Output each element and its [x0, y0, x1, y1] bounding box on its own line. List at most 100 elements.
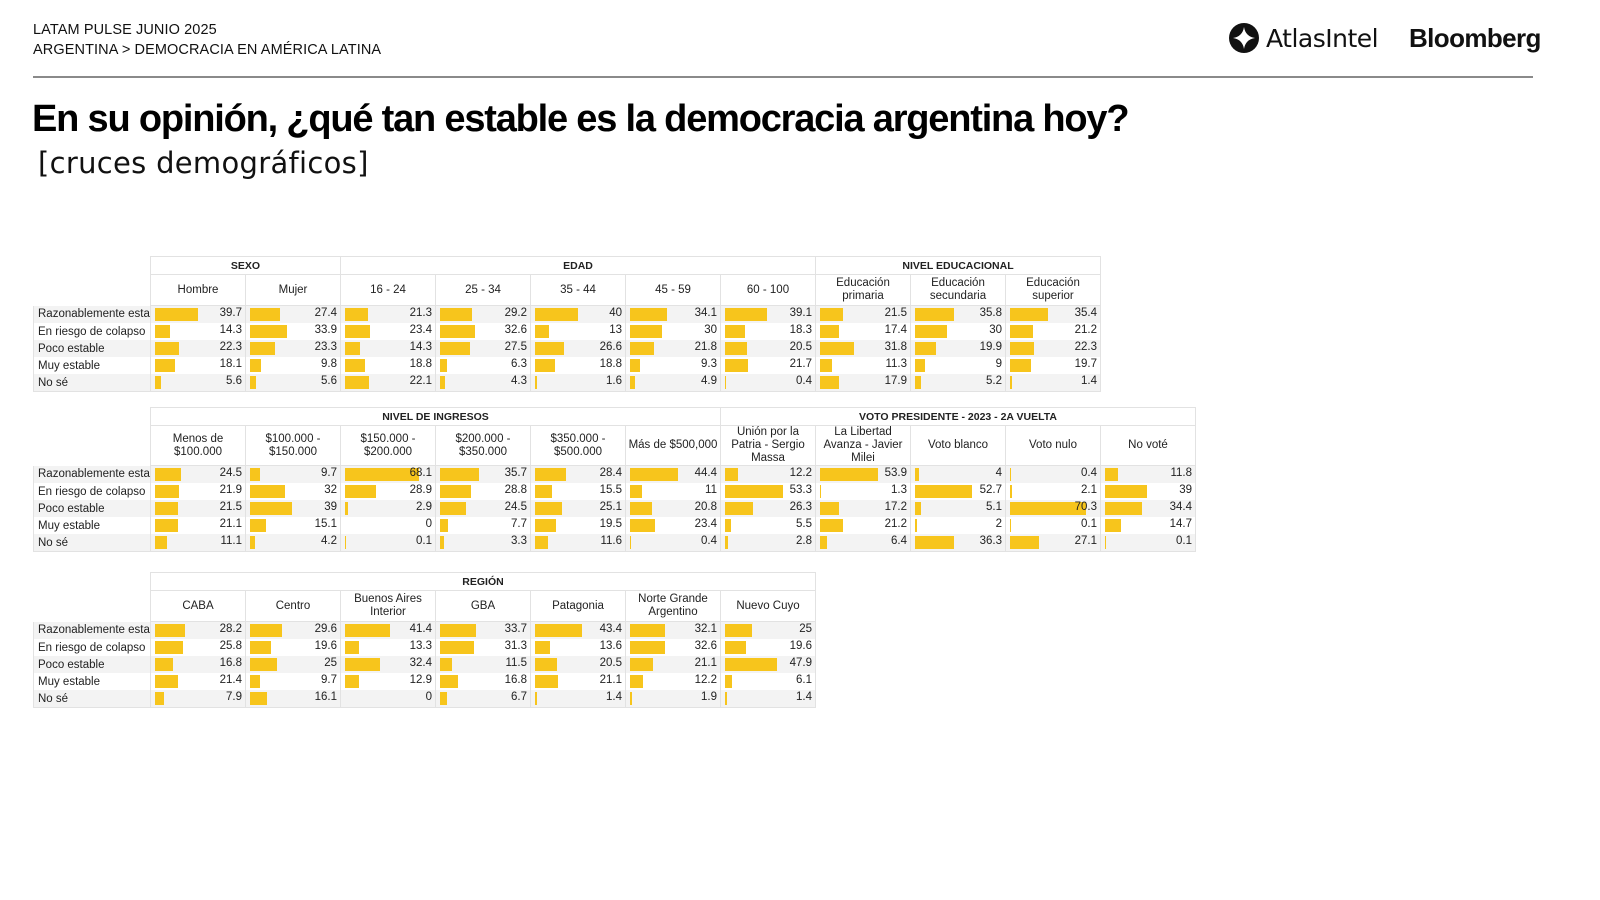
data-cell: 25.8	[150, 639, 246, 656]
value-label: 16.8	[504, 674, 527, 686]
data-cell: 19.6	[720, 639, 816, 656]
column-header: La Libertad Avanza - Javier Milei	[815, 425, 911, 466]
data-cell: 2.8	[720, 534, 816, 552]
crosstab-ingresos-voto: NIVEL DE INGRESOS VOTO PRESIDENTE - 2023 …	[33, 407, 1196, 552]
table-row: Poco estable 16.8 25 32.4 11.5 20.5 21.1 47.9	[33, 656, 816, 673]
value-bar	[345, 325, 371, 338]
data-cell: 4.2	[245, 534, 341, 552]
value-label: 41.4	[409, 623, 432, 635]
data-cell: 35.7	[435, 465, 531, 483]
value-label: 21.2	[884, 518, 907, 530]
value-bar	[725, 641, 747, 654]
value-label: 31.3	[504, 640, 527, 652]
data-cell: 41.4	[340, 621, 436, 639]
value-bar	[440, 519, 449, 532]
corner-empty	[34, 275, 151, 306]
column-header: Hombre	[150, 274, 246, 306]
value-bar	[250, 359, 261, 372]
value-bar	[155, 658, 174, 671]
value-label: 2.8	[796, 535, 812, 547]
data-cell: 39.1	[720, 305, 816, 323]
value-label: 21.3	[409, 307, 432, 319]
data-cell: 12.2	[720, 465, 816, 483]
data-cell: 21.1	[625, 656, 721, 673]
data-cell: 24.5	[435, 500, 531, 517]
column-header: Nuevo Cuyo	[720, 590, 816, 622]
value-label: 1.4	[606, 691, 622, 703]
value-label: 6.7	[511, 691, 527, 703]
value-label: 39	[1179, 484, 1192, 496]
data-cell: 27.1	[1005, 534, 1101, 552]
breadcrumb: ARGENTINA > DEMOCRACIA EN AMÉRICA LATINA	[33, 42, 382, 58]
value-label: 34.1	[694, 307, 717, 319]
data-cell: 1.4	[530, 690, 626, 708]
value-label: 4.3	[511, 375, 527, 387]
data-cell: 0.1	[1100, 534, 1196, 552]
column-header: Unión por la Patria - Sergio Massa	[720, 425, 816, 466]
data-cell: 2.9	[340, 500, 436, 517]
table-row: Muy estable 18.1 9.8 18.8 6.3 18.8 9.3 21.7 11.3…	[33, 357, 1101, 374]
value-label: 9.3	[701, 358, 717, 370]
data-cell: 14.3	[150, 323, 246, 340]
value-label: 17.9	[884, 375, 907, 387]
value-bar	[820, 468, 879, 481]
value-bar	[535, 325, 550, 338]
row-label: En riesgo de colapso	[33, 323, 151, 340]
value-label: 40	[609, 307, 622, 319]
value-bar	[725, 325, 745, 338]
value-bar	[820, 342, 855, 355]
value-bar	[155, 308, 198, 321]
data-cell: 1.6	[530, 374, 626, 392]
value-label: 22.1	[409, 375, 432, 387]
value-bar	[820, 376, 840, 389]
data-cell: 16.8	[435, 673, 531, 690]
atlasintel-logo: AtlasIntel	[1228, 22, 1379, 54]
value-label: 0	[425, 691, 432, 703]
column-header: 25 - 34	[435, 274, 531, 306]
table-row: Razonablemente esta 28.2 29.6 41.4 33.7 43.4 3…	[33, 621, 816, 639]
data-cell: 35.8	[910, 305, 1006, 323]
data-cell: 2	[910, 517, 1006, 534]
value-bar	[630, 641, 666, 654]
value-label: 19.9	[979, 341, 1002, 353]
value-bar	[630, 342, 654, 355]
group-header: NIVEL EDUCACIONAL	[815, 256, 1101, 275]
row-label: No sé	[33, 374, 151, 392]
data-cell: 4.3	[435, 374, 531, 392]
value-label: 28.8	[504, 484, 527, 496]
value-label: 25	[324, 657, 337, 669]
data-cell: 32.6	[625, 639, 721, 656]
data-cell: 11.1	[150, 534, 246, 552]
value-bar	[1010, 502, 1086, 515]
value-label: 21.1	[599, 674, 622, 686]
data-cell: 32	[245, 483, 341, 500]
data-cell: 19.7	[1005, 357, 1101, 374]
value-bar	[1010, 468, 1011, 481]
value-label: 22.3	[219, 341, 242, 353]
table-row: No sé 7.9 16.1 0 6.7 1.4 1.9 1.4	[33, 690, 816, 708]
value-bar	[250, 658, 277, 671]
value-bar	[535, 658, 558, 671]
value-bar	[250, 641, 272, 654]
value-bar	[250, 376, 257, 389]
value-bar	[345, 376, 369, 389]
value-bar	[535, 519, 557, 532]
value-label: 2.1	[1081, 484, 1097, 496]
value-label: 28.2	[219, 623, 242, 635]
data-cell: 20.8	[625, 500, 721, 517]
column-header: 35 - 44	[530, 274, 626, 306]
value-bar	[345, 308, 368, 321]
value-label: 4.2	[321, 535, 337, 547]
column-header: 45 - 59	[625, 274, 721, 306]
value-bar	[535, 376, 537, 389]
value-label: 22.3	[1074, 341, 1097, 353]
data-cell: 9.3	[625, 357, 721, 374]
value-bar	[725, 692, 727, 705]
value-bar	[535, 675, 558, 688]
value-label: 11.1	[220, 535, 242, 547]
data-cell: 39	[245, 500, 341, 517]
value-label: 0.4	[796, 375, 812, 387]
value-bar	[440, 675, 459, 688]
value-label: 29.2	[504, 307, 527, 319]
value-bar	[1105, 468, 1118, 481]
